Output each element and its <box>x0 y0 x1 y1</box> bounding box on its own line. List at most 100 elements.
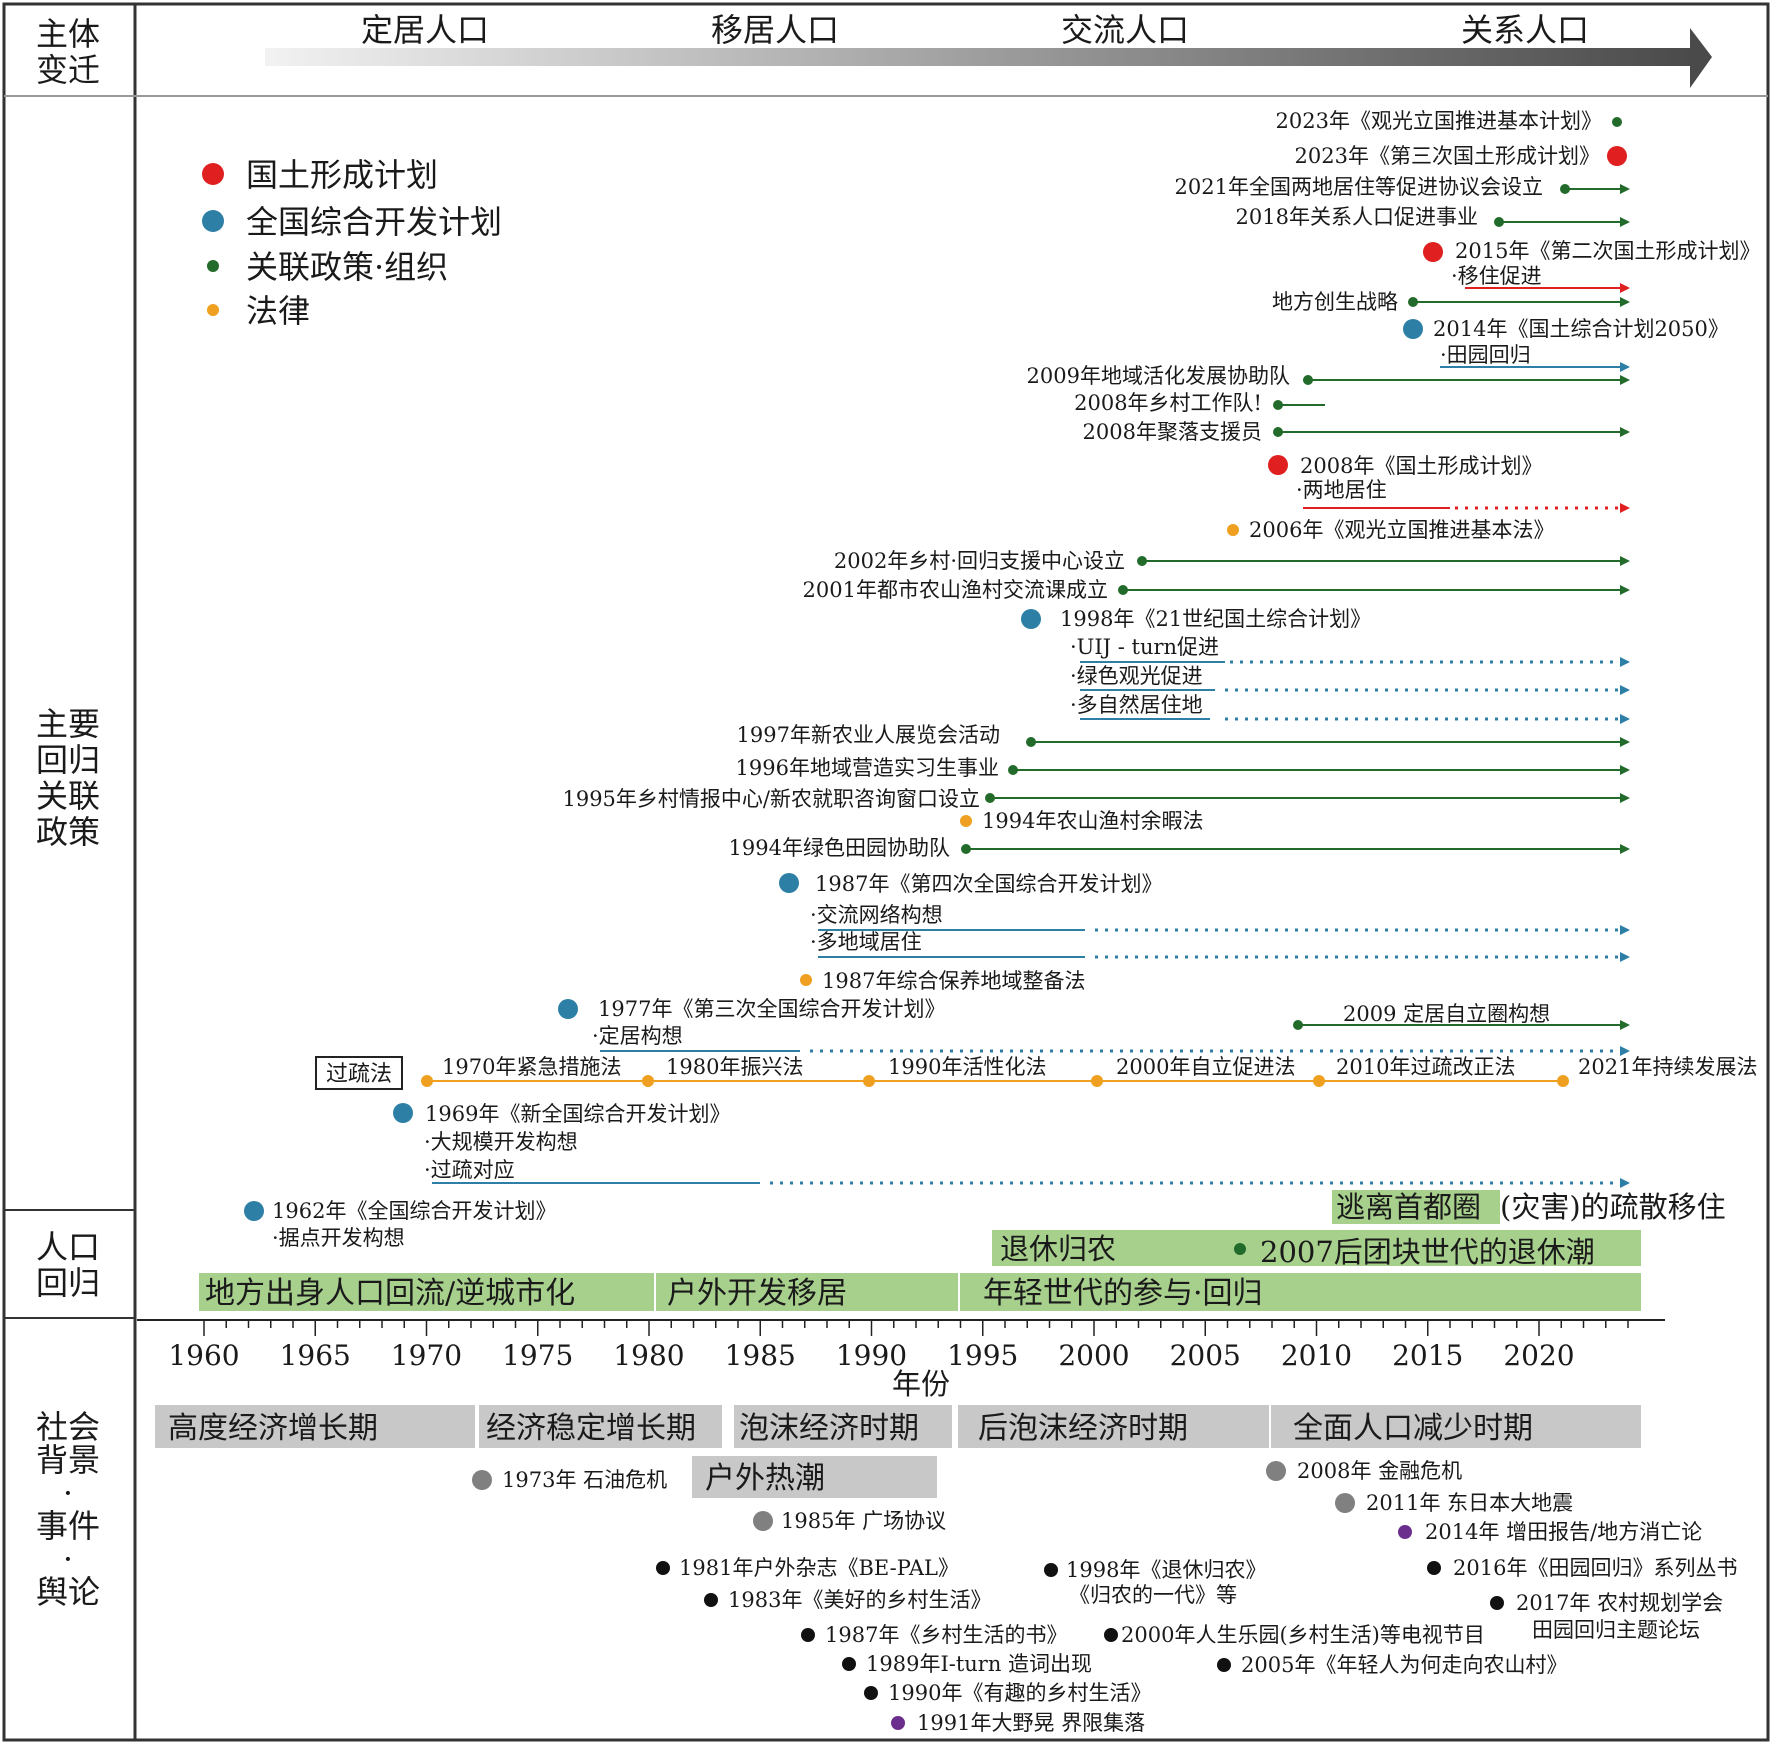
policy-sublabel: ·UIJ - turn促进 <box>1070 635 1219 659</box>
policy-label: 2014年《国土综合计划2050》 <box>1433 317 1729 341</box>
population-bar-label: 年轻世代的参与·回归 <box>983 1276 1263 1311</box>
axis-tick-label: 1990 <box>836 1339 907 1372</box>
axis-tick-label: 2005 <box>1170 1339 1241 1372</box>
policy-label: 1994年农山渔村余暇法 <box>982 809 1203 833</box>
axis-tick-label: 1985 <box>725 1339 796 1372</box>
policy-marker <box>800 974 812 986</box>
policy-sublabel: ·绿色观光促进 <box>1070 664 1203 688</box>
policy-sublabel: ·过疏对应 <box>424 1158 515 1182</box>
policy-label: 1996年地域营造实习生事业 <box>736 756 999 780</box>
policy-marker <box>1026 737 1036 747</box>
event-marker <box>656 1561 670 1575</box>
population-bar-marker <box>1234 1243 1246 1255</box>
policy-marker <box>1021 609 1041 629</box>
event-label: 1991年大野晃 界限集落 <box>917 1711 1145 1735</box>
policy-marker <box>961 844 971 854</box>
axis-tick-label: 2020 <box>1503 1339 1574 1372</box>
event-label: 1998年《退休归农》 <box>1066 1558 1266 1582</box>
event-marker <box>1104 1628 1118 1642</box>
row-header-policy: 主要回归关联政策 <box>36 705 100 851</box>
policy-sublabel: ·大规模开发构想 <box>424 1130 578 1154</box>
event-label: 1985年 广场协议 <box>781 1509 946 1533</box>
axis-tick-label: 1965 <box>280 1339 351 1372</box>
event-label: 1987年《乡村生活的书》 <box>825 1623 1067 1647</box>
event-label: 2011年 东日本大地震 <box>1366 1491 1573 1515</box>
policy-label: 2006年《观光立国推进基本法》 <box>1249 518 1554 542</box>
law-label: 1990年活性化法 <box>888 1055 1046 1079</box>
axis-tick-label: 1995 <box>947 1339 1018 1372</box>
population-bar-label: 地方出身人口回流/逆城市化 <box>205 1276 575 1311</box>
population-bar-label: 退休归农 <box>1000 1232 1116 1266</box>
policy-sublabel: ·定居构想 <box>592 1024 683 1048</box>
stage-label-migrant: 移居人口 <box>711 11 839 49</box>
stage-label-settled: 定居人口 <box>361 11 489 49</box>
event-label: 2016年《田园回归》系列丛书 <box>1453 1556 1737 1580</box>
policy-label: 2008年乡村工作队! <box>1074 391 1262 415</box>
population-bar-suffix: (灾害)的疏散移住 <box>1500 1190 1726 1224</box>
policy-marker <box>1008 765 1018 775</box>
legend-marker-policy <box>207 260 219 272</box>
policy-marker <box>558 999 578 1019</box>
period-label: 泡沫经济时期 <box>739 1411 919 1446</box>
axis-tick-label: 2000 <box>1058 1339 1129 1372</box>
legend-label-law: 法律 <box>246 292 310 330</box>
axis-tick-label: 2015 <box>1392 1339 1463 1372</box>
event-label: 1973年 石油危机 <box>502 1468 667 1492</box>
policy-marker <box>1403 319 1423 339</box>
depopulation-law-box: 过疏法 <box>326 1062 392 1087</box>
policy-marker <box>779 873 799 893</box>
policy-marker <box>1273 427 1283 437</box>
event-label: 2000年人生乐园(乡村生活)等电视节目 <box>1121 1623 1485 1647</box>
row-header-society: 社会背景·事件·舆论 <box>36 1408 100 1611</box>
row-header-subject: 主体变迁 <box>36 15 100 89</box>
policy-marker <box>1607 146 1627 166</box>
policy-marker <box>1408 297 1418 307</box>
policy-label: 2023年《第三次国土形成计划》 <box>1295 144 1600 168</box>
law-label: 1980年振兴法 <box>666 1055 803 1079</box>
legend-marker-comprehensive <box>202 210 224 232</box>
event-sublabel: 《归农的一代》等 <box>1069 1583 1237 1607</box>
law-marker <box>1557 1075 1569 1087</box>
policy-label: 2008年聚落支援员 <box>1083 420 1262 444</box>
policy-label: 2021年全国两地居住等促进协议会设立 <box>1175 175 1543 199</box>
policy-marker <box>1227 524 1239 536</box>
policy-marker <box>244 1201 264 1221</box>
event-marker <box>753 1511 773 1531</box>
policy-label: 2015年《第二次国土形成计划》 <box>1455 239 1760 263</box>
policy-label: 2009 定居自立圈构想 <box>1343 1002 1550 1026</box>
policy-label: 1969年《新全国综合开发计划》 <box>425 1102 730 1126</box>
law-marker <box>1091 1075 1103 1087</box>
policy-label: 1998年《21世纪国土综合计划》 <box>1060 607 1371 631</box>
event-label: 2017年 农村规划学会 <box>1516 1591 1723 1615</box>
policy-marker <box>1494 217 1504 227</box>
policy-sublabel: ·田园回归 <box>1440 343 1531 367</box>
axis-tick-label: 2010 <box>1281 1339 1352 1372</box>
law-marker <box>863 1075 875 1087</box>
policy-timeline: 2023年《观光立国推进基本计划》 2023年《第三次国土形成计划》 2021年… <box>244 109 1760 1250</box>
policy-sublabel: ·两地居住 <box>1296 478 1387 502</box>
policy-sublabel: ·多地域居住 <box>810 930 922 954</box>
policy-sublabel: ·交流网络构想 <box>810 903 943 927</box>
axis-tick-label: 1960 <box>168 1339 239 1372</box>
outdoor-boom-label: 户外热潮 <box>705 1461 825 1496</box>
period-label: 经济稳定增长期 <box>486 1411 696 1446</box>
periods: 高度经济增长期 经济稳定增长期 泡沫经济时期 后泡沫经济时期 全面人口减少时期 … <box>155 1405 1641 1498</box>
policy-sublabel: ·移住促进 <box>1451 264 1542 288</box>
axis-title: 年份 <box>892 1367 950 1401</box>
policy-marker <box>1612 117 1622 127</box>
period-label: 全面人口减少时期 <box>1293 1411 1533 1446</box>
population-bar-label: 2007后团块世代的退休潮 <box>1260 1235 1595 1269</box>
event-marker <box>1490 1596 1504 1610</box>
event-label: 1989年I-turn 造词出现 <box>866 1652 1092 1676</box>
legend-marker-law <box>207 304 219 316</box>
legend-label-land: 国土形成计划 <box>246 156 438 194</box>
policy-sublabel: ·据点开发构想 <box>272 1226 405 1250</box>
year-axis: 年份 1960 1965 1970 1975 1980 1985 1990 1995 2000 2… <box>137 1319 1665 1401</box>
policy-label: 2002年乡村·回归支援中心设立 <box>834 549 1125 573</box>
policy-marker <box>1137 556 1147 566</box>
event-marker <box>472 1470 492 1490</box>
axis-tick-label: 1970 <box>391 1339 462 1372</box>
event-label: 1990年《有趣的乡村生活》 <box>888 1681 1151 1705</box>
event-sublabel: 田园回归主题论坛 <box>1532 1618 1700 1642</box>
depopulation-law-timeline: 过疏法 1970年紧急措施法 1980年振兴法 1990年活性化法 2000年自… <box>315 1055 1757 1090</box>
